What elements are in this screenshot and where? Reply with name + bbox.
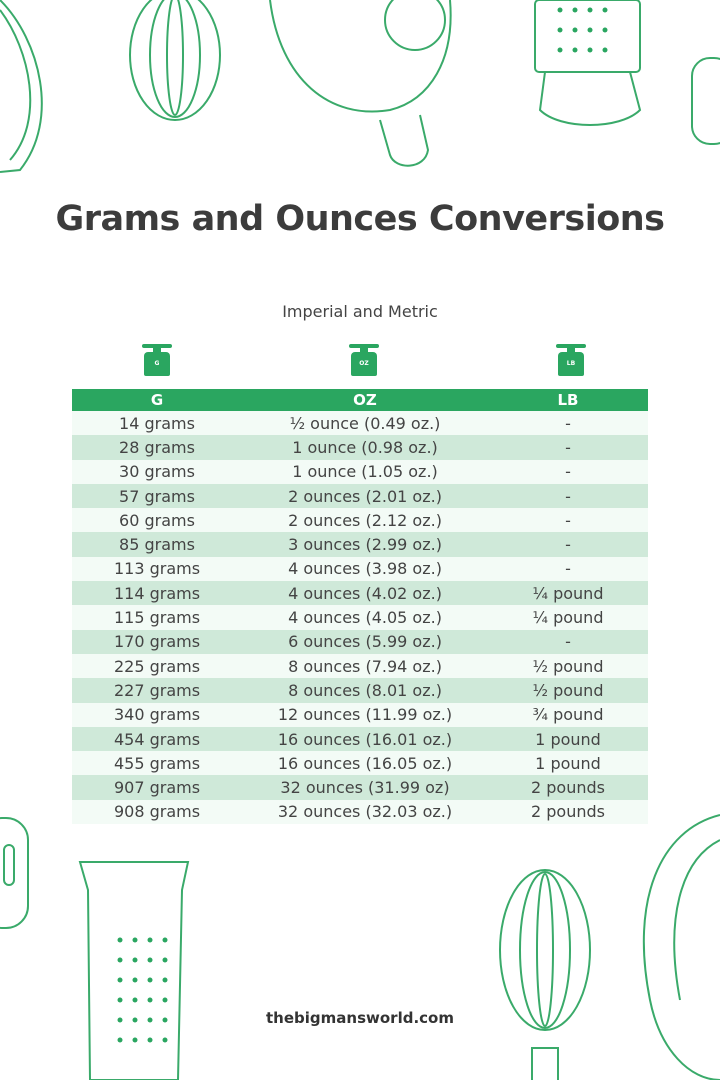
bowl-icon (642, 814, 720, 1080)
grater-icon (534, 0, 642, 126)
cell-ounces: 3 ounces (2.99 oz.) (242, 532, 488, 557)
cell-pounds: - (488, 459, 648, 484)
table-row: 340 grams 12 ounces (11.99 oz.) ¾ pound (72, 702, 648, 727)
cell-grams: 170 grams (72, 629, 242, 654)
cell-ounces: 32 ounces (32.03 oz.) (242, 799, 488, 825)
cell-ounces: 16 ounces (16.05 oz.) (242, 751, 488, 776)
table-row: 225 grams 8 ounces (7.94 oz.) ½ pound (72, 653, 648, 679)
cell-pounds: - (488, 483, 648, 509)
table-row: 908 grams 32 ounces (32.03 oz.) 2 pounds (72, 799, 648, 825)
cell-pounds: - (488, 411, 648, 436)
scale-icon: G (142, 344, 172, 378)
table-row: 907 grams 32 ounces (31.99 oz) 2 pounds (72, 775, 648, 800)
cell-grams: 113 grams (72, 556, 242, 582)
cell-grams: 454 grams (72, 726, 242, 752)
cell-ounces: 4 ounces (4.05 oz.) (242, 605, 488, 630)
cell-grams: 28 grams (72, 435, 242, 460)
cell-ounces: 1 ounce (0.98 oz.) (242, 435, 488, 460)
table-row: 114 grams 4 ounces (4.02 oz.) ¼ pound (72, 581, 648, 606)
cell-pounds: ½ pound (488, 653, 648, 679)
scale-icon: LB (556, 344, 586, 378)
cell-ounces: 6 ounces (5.99 oz.) (242, 629, 488, 654)
cell-ounces: 2 ounces (2.01 oz.) (242, 483, 488, 509)
cell-pounds: 1 pound (488, 726, 648, 752)
cell-grams: 14 grams (72, 411, 242, 436)
table-row: 170 grams 6 ounces (5.99 oz.) - (72, 629, 648, 654)
scale-icon-label: OZ (351, 352, 377, 376)
cell-pounds: - (488, 556, 648, 582)
cell-pounds: 2 pounds (488, 799, 648, 825)
scale-icon: OZ (349, 344, 379, 378)
table-row: 113 grams 4 ounces (3.98 oz.) - (72, 556, 648, 582)
table-row: 30 grams 1 ounce (1.05 oz.) - (72, 459, 648, 484)
cell-grams: 225 grams (72, 653, 242, 679)
whisk-icon (129, 0, 221, 121)
table-row: 227 grams 8 ounces (8.01 oz.) ½ pound (72, 678, 648, 703)
cell-pounds: ½ pound (488, 678, 648, 703)
page-title: Grams and Ounces Conversions (55, 199, 665, 239)
cell-ounces: 16 ounces (16.01 oz.) (242, 726, 488, 752)
cell-pounds: - (488, 508, 648, 533)
column-header-lb: LB (488, 389, 648, 411)
cell-grams: 114 grams (72, 581, 242, 606)
cell-ounces: 4 ounces (4.02 oz.) (242, 581, 488, 606)
table-row: 85 grams 3 ounces (2.99 oz.) - (72, 532, 648, 557)
cell-ounces: 2 ounces (2.12 oz.) (242, 508, 488, 533)
column-header-g: G (72, 389, 242, 411)
cell-pounds: - (488, 435, 648, 460)
cell-ounces: 8 ounces (7.94 oz.) (242, 653, 488, 679)
scale-icon-label: LB (558, 352, 584, 376)
table-row: 455 grams 16 ounces (16.05 oz.) 1 pound (72, 751, 648, 776)
cell-ounces: 4 ounces (3.98 oz.) (242, 556, 488, 582)
cell-grams: 85 grams (72, 532, 242, 557)
unit-icons-row: G OZ LB (72, 344, 648, 380)
cell-grams: 455 grams (72, 751, 242, 776)
cell-pounds: ¾ pound (488, 702, 648, 727)
cell-ounces: 32 ounces (31.99 oz) (242, 775, 488, 800)
cell-pounds: - (488, 629, 648, 654)
cell-grams: 30 grams (72, 459, 242, 484)
table-row: 57 grams 2 ounces (2.01 oz.) - (72, 483, 648, 509)
measuring-cup-icon (269, 0, 452, 167)
cell-grams: 908 grams (72, 799, 242, 825)
cell-pounds: 2 pounds (488, 775, 648, 800)
cell-pounds: - (488, 532, 648, 557)
subtitle: Imperial and Metric (282, 302, 438, 321)
cell-grams: 57 grams (72, 483, 242, 509)
spatula-icon (691, 57, 720, 145)
cell-grams: 340 grams (72, 702, 242, 727)
conversion-table: G OZ LB 14 grams ½ ounce (0.49 oz.) -28 gr… (72, 389, 648, 825)
whisk-icon (499, 869, 591, 1080)
table-row: 454 grams 16 ounces (16.01 oz.) 1 pound (72, 726, 648, 752)
cell-ounces: 12 ounces (11.99 oz.) (242, 702, 488, 727)
table-row: 14 grams ½ ounce (0.49 oz.) - (72, 411, 648, 436)
cell-pounds: 1 pound (488, 751, 648, 776)
cell-grams: 227 grams (72, 678, 242, 703)
cell-ounces: 1 ounce (1.05 oz.) (242, 459, 488, 484)
table-header: G OZ LB (72, 389, 648, 411)
cell-ounces: 8 ounces (8.01 oz.) (242, 678, 488, 703)
grater-icon (78, 861, 190, 1080)
column-header-oz: OZ (242, 389, 488, 411)
cell-grams: 60 grams (72, 508, 242, 533)
scale-icon-label: G (144, 352, 170, 376)
cell-pounds: ¼ pound (488, 605, 648, 630)
spatula-icon (0, 817, 29, 929)
cell-ounces: ½ ounce (0.49 oz.) (242, 411, 488, 436)
cell-grams: 115 grams (72, 605, 242, 630)
bowl-icon (0, 0, 43, 173)
table-row: 115 grams 4 ounces (4.05 oz.) ¼ pound (72, 605, 648, 630)
table-row: 28 grams 1 ounce (0.98 oz.) - (72, 435, 648, 460)
cell-pounds: ¼ pound (488, 581, 648, 606)
website-footer: thebigmansworld.com (266, 1009, 454, 1027)
table-row: 60 grams 2 ounces (2.12 oz.) - (72, 508, 648, 533)
cell-grams: 907 grams (72, 775, 242, 800)
